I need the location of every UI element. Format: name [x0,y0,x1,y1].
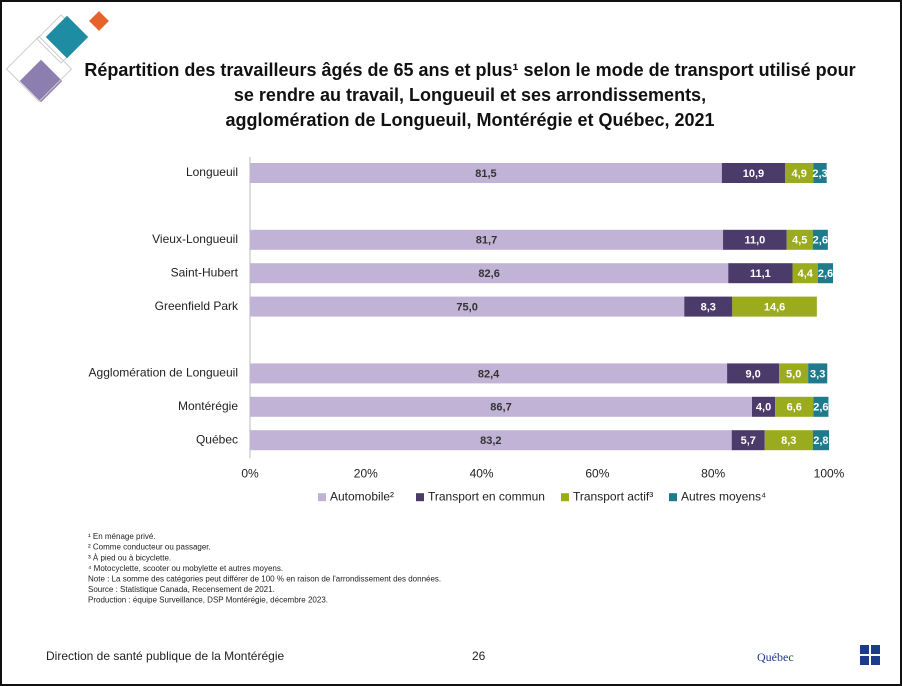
y-tick-label: Québec [196,432,238,446]
bar-segment [792,263,818,284]
x-tick-label: 20% [354,466,378,480]
legend-label: Transport actif³ [573,489,653,503]
footnote: Source : Statistique Canada, Recensement… [88,585,275,594]
bar-segment [250,163,722,183]
value-label: 4,4 [798,268,814,280]
bar-segment [779,363,809,384]
legend-swatch [416,493,424,502]
chart-title: Répartition des travailleurs âgés de 65 … [84,60,855,80]
bar-segment [250,430,732,451]
footnote: ² Comme conducteur ou passager. [88,543,211,552]
bar-segment [727,363,780,384]
x-tick-label: 0% [241,466,259,480]
bar-segment [812,229,828,250]
value-label: 4,9 [792,168,807,180]
value-label: 5,7 [741,435,756,447]
bar-segment [817,263,834,284]
page-number: 26 [472,649,486,663]
bar-segment [684,296,733,317]
value-label: 11,0 [744,235,765,247]
logo-flag [860,645,880,665]
bar-segment [784,163,814,183]
y-tick-label: Vieux-Longueuil [152,232,238,246]
value-label: 11,1 [750,268,771,280]
value-label: 6,6 [787,402,802,414]
y-tick-label: Saint-Hubert [171,265,239,279]
bar-segment [786,229,813,250]
bar-segment [250,263,729,284]
bar-segment [764,430,813,451]
value-label: 3,3 [810,368,825,380]
footnote: ¹ En ménage privé. [88,532,156,541]
value-label: 2,6 [813,402,828,414]
value-label: 83,2 [480,435,501,447]
x-tick-label: 100% [814,466,845,480]
legend-label: Transport en commun [428,489,545,503]
footnote: ⁴ Motocyclette, scooter ou mobylette et … [88,564,283,573]
bar-segment [732,296,817,317]
bar-segment [728,263,793,284]
bar-segment [775,396,814,417]
bar-segment [812,430,829,451]
bar-segment [250,363,728,384]
value-label: 82,6 [478,268,499,280]
value-label: 5,0 [786,368,801,380]
bar-segment [721,163,785,183]
value-label: 8,3 [781,435,796,447]
x-tick-label: 60% [585,466,609,480]
footnote: Production : équipe Surveillance, DSP Mo… [88,596,328,605]
footnotes: ¹ En ménage privé. ² Comme conducteur ou … [88,532,441,605]
value-label: 2,8 [813,435,828,447]
legend-swatch [318,493,326,502]
chart-title: agglomération de Longueuil, Montérégie e… [225,110,714,130]
value-label: 82,4 [478,368,500,380]
value-label: 9,0 [746,368,761,380]
bar-segment [808,363,828,384]
value-label: 2,3 [812,168,827,180]
bar-segment [250,296,685,317]
y-tick-label: Montérégie [178,399,238,413]
footnote: Note : La somme des catégories peut diff… [88,575,441,584]
legend-swatch [561,493,569,502]
legend-label: Autres moyens⁴ [681,489,766,503]
y-tick-label: Longueuil [186,165,238,179]
y-tick-label: Greenfield Park [155,299,239,313]
value-label: 4,5 [792,235,807,247]
value-label: 10,9 [743,168,764,180]
bar-segment [250,229,724,250]
bar-segment [813,163,827,183]
bar-segment [731,430,765,451]
bar-segment [723,229,787,250]
value-label: 4,0 [756,402,771,414]
value-label: 14,6 [764,302,785,314]
footnote: ³ À pied ou à bicyclette. [88,553,171,562]
x-tick-label: 80% [701,466,725,480]
value-label: 75,0 [456,302,477,314]
legend-swatch [669,493,677,502]
legend-label: Automobile² [330,489,394,503]
value-label: 2,6 [818,268,833,280]
logo: Québec [757,650,794,664]
y-tick-label: Agglomération de Longueuil [89,366,238,380]
value-label: 8,3 [701,302,716,314]
x-tick-label: 40% [470,466,494,480]
footer-organization: Direction de santé publique de la Montér… [46,649,284,663]
bar-segment [813,396,829,417]
value-label: 2,6 [813,235,828,247]
value-label: 86,7 [490,402,511,414]
bar-segment [751,396,776,417]
value-label: 81,7 [476,235,497,247]
chart-title: se rendre au travail, Longueuil et ses a… [234,85,706,105]
value-label: 81,5 [475,168,496,180]
bar-segment [250,396,752,417]
